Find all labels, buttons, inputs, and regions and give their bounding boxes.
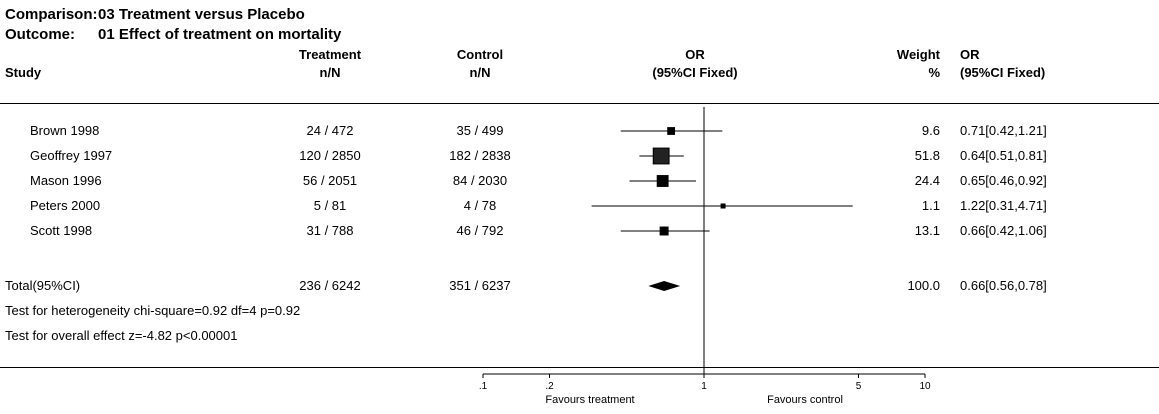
row-study: Scott 1998 [30,223,93,238]
row-control: 182 / 2838 [449,148,511,163]
x-tick-label: .2 [545,381,554,392]
row-study: Peters 2000 [30,198,101,213]
row-control: 46 / 792 [456,223,504,238]
outcome-value: 01 Effect of treatment on mortality [98,26,342,43]
row-study: Geoffrey 1997 [30,148,113,163]
footer-divider [0,367,1159,368]
x-tick-label: 5 [856,381,862,392]
row-or: 0.71[0.42,1.21] [960,123,1047,138]
row-control: 35 / 499 [456,123,504,138]
row-weight: 24.4 [914,173,940,188]
row-treatment: 120 / 2850 [299,148,361,163]
col-or-plot-subheader: (95%CI Fixed) [652,65,738,80]
col-weight-subheader: % [928,65,940,80]
row-study: Mason 1996 [30,173,102,188]
favours-control-label: Favours control [767,394,843,406]
row-treatment: 5 / 81 [313,198,347,213]
col-treatment-subheader: n/N [319,65,341,80]
x-tick-label: .1 [479,381,488,392]
total-label: Total(95%CI) [5,278,81,293]
row-control: 84 / 2030 [452,173,508,188]
col-or-text-header: OR [960,47,980,62]
study-point [667,127,676,135]
study-point [659,226,669,236]
x-tick-label: 10 [919,381,931,392]
row-or: 0.65[0.46,0.92] [960,173,1047,188]
row-or: 0.66[0.42,1.06] [960,223,1047,238]
study-point [720,203,726,209]
outcome-label: Outcome: [5,26,76,43]
total-or: 0.66[0.56,0.78] [960,278,1047,293]
total-control: 351 / 6237 [449,278,511,293]
row-treatment: 56 / 2051 [302,173,358,188]
col-control-header: Control [456,47,504,62]
row-weight: 13.1 [914,223,940,238]
total-treatment: 236 / 6242 [299,278,361,293]
row-control: 4 / 78 [463,198,497,213]
x-tick-label: 1 [701,381,707,392]
comparison-value: 03 Treatment versus Placebo [98,6,305,23]
col-or-plot-header: OR [685,47,705,62]
header-divider [0,103,1159,104]
row-or: 0.64[0.51,0.81] [960,148,1047,163]
heterogeneity-note: Test for heterogeneity chi-square=0.92 d… [5,303,301,318]
col-study-header: Study [5,65,42,80]
row-treatment: 31 / 788 [306,223,354,238]
total-diamond [648,281,681,291]
overall-effect-note: Test for overall effect z=-4.82 p<0.0000… [5,328,238,343]
row-treatment: 24 / 472 [306,123,354,138]
row-or: 1.22[0.31,4.71] [960,198,1047,213]
comparison-label: Comparison: [5,6,98,23]
col-control-subheader: n/N [469,65,491,80]
row-weight: 1.1 [921,198,940,213]
row-weight: 9.6 [921,123,940,138]
row-study: Brown 1998 [30,123,100,138]
total-weight: 100.0 [907,278,940,293]
study-point [652,147,670,165]
col-treatment-header: Treatment [298,47,362,62]
col-weight-header: Weight [896,47,940,62]
study-point [656,175,669,187]
row-weight: 51.8 [914,148,940,163]
col-or-text-subheader: (95%CI Fixed) [960,65,1046,80]
favours-treatment-label: Favours treatment [545,394,635,406]
